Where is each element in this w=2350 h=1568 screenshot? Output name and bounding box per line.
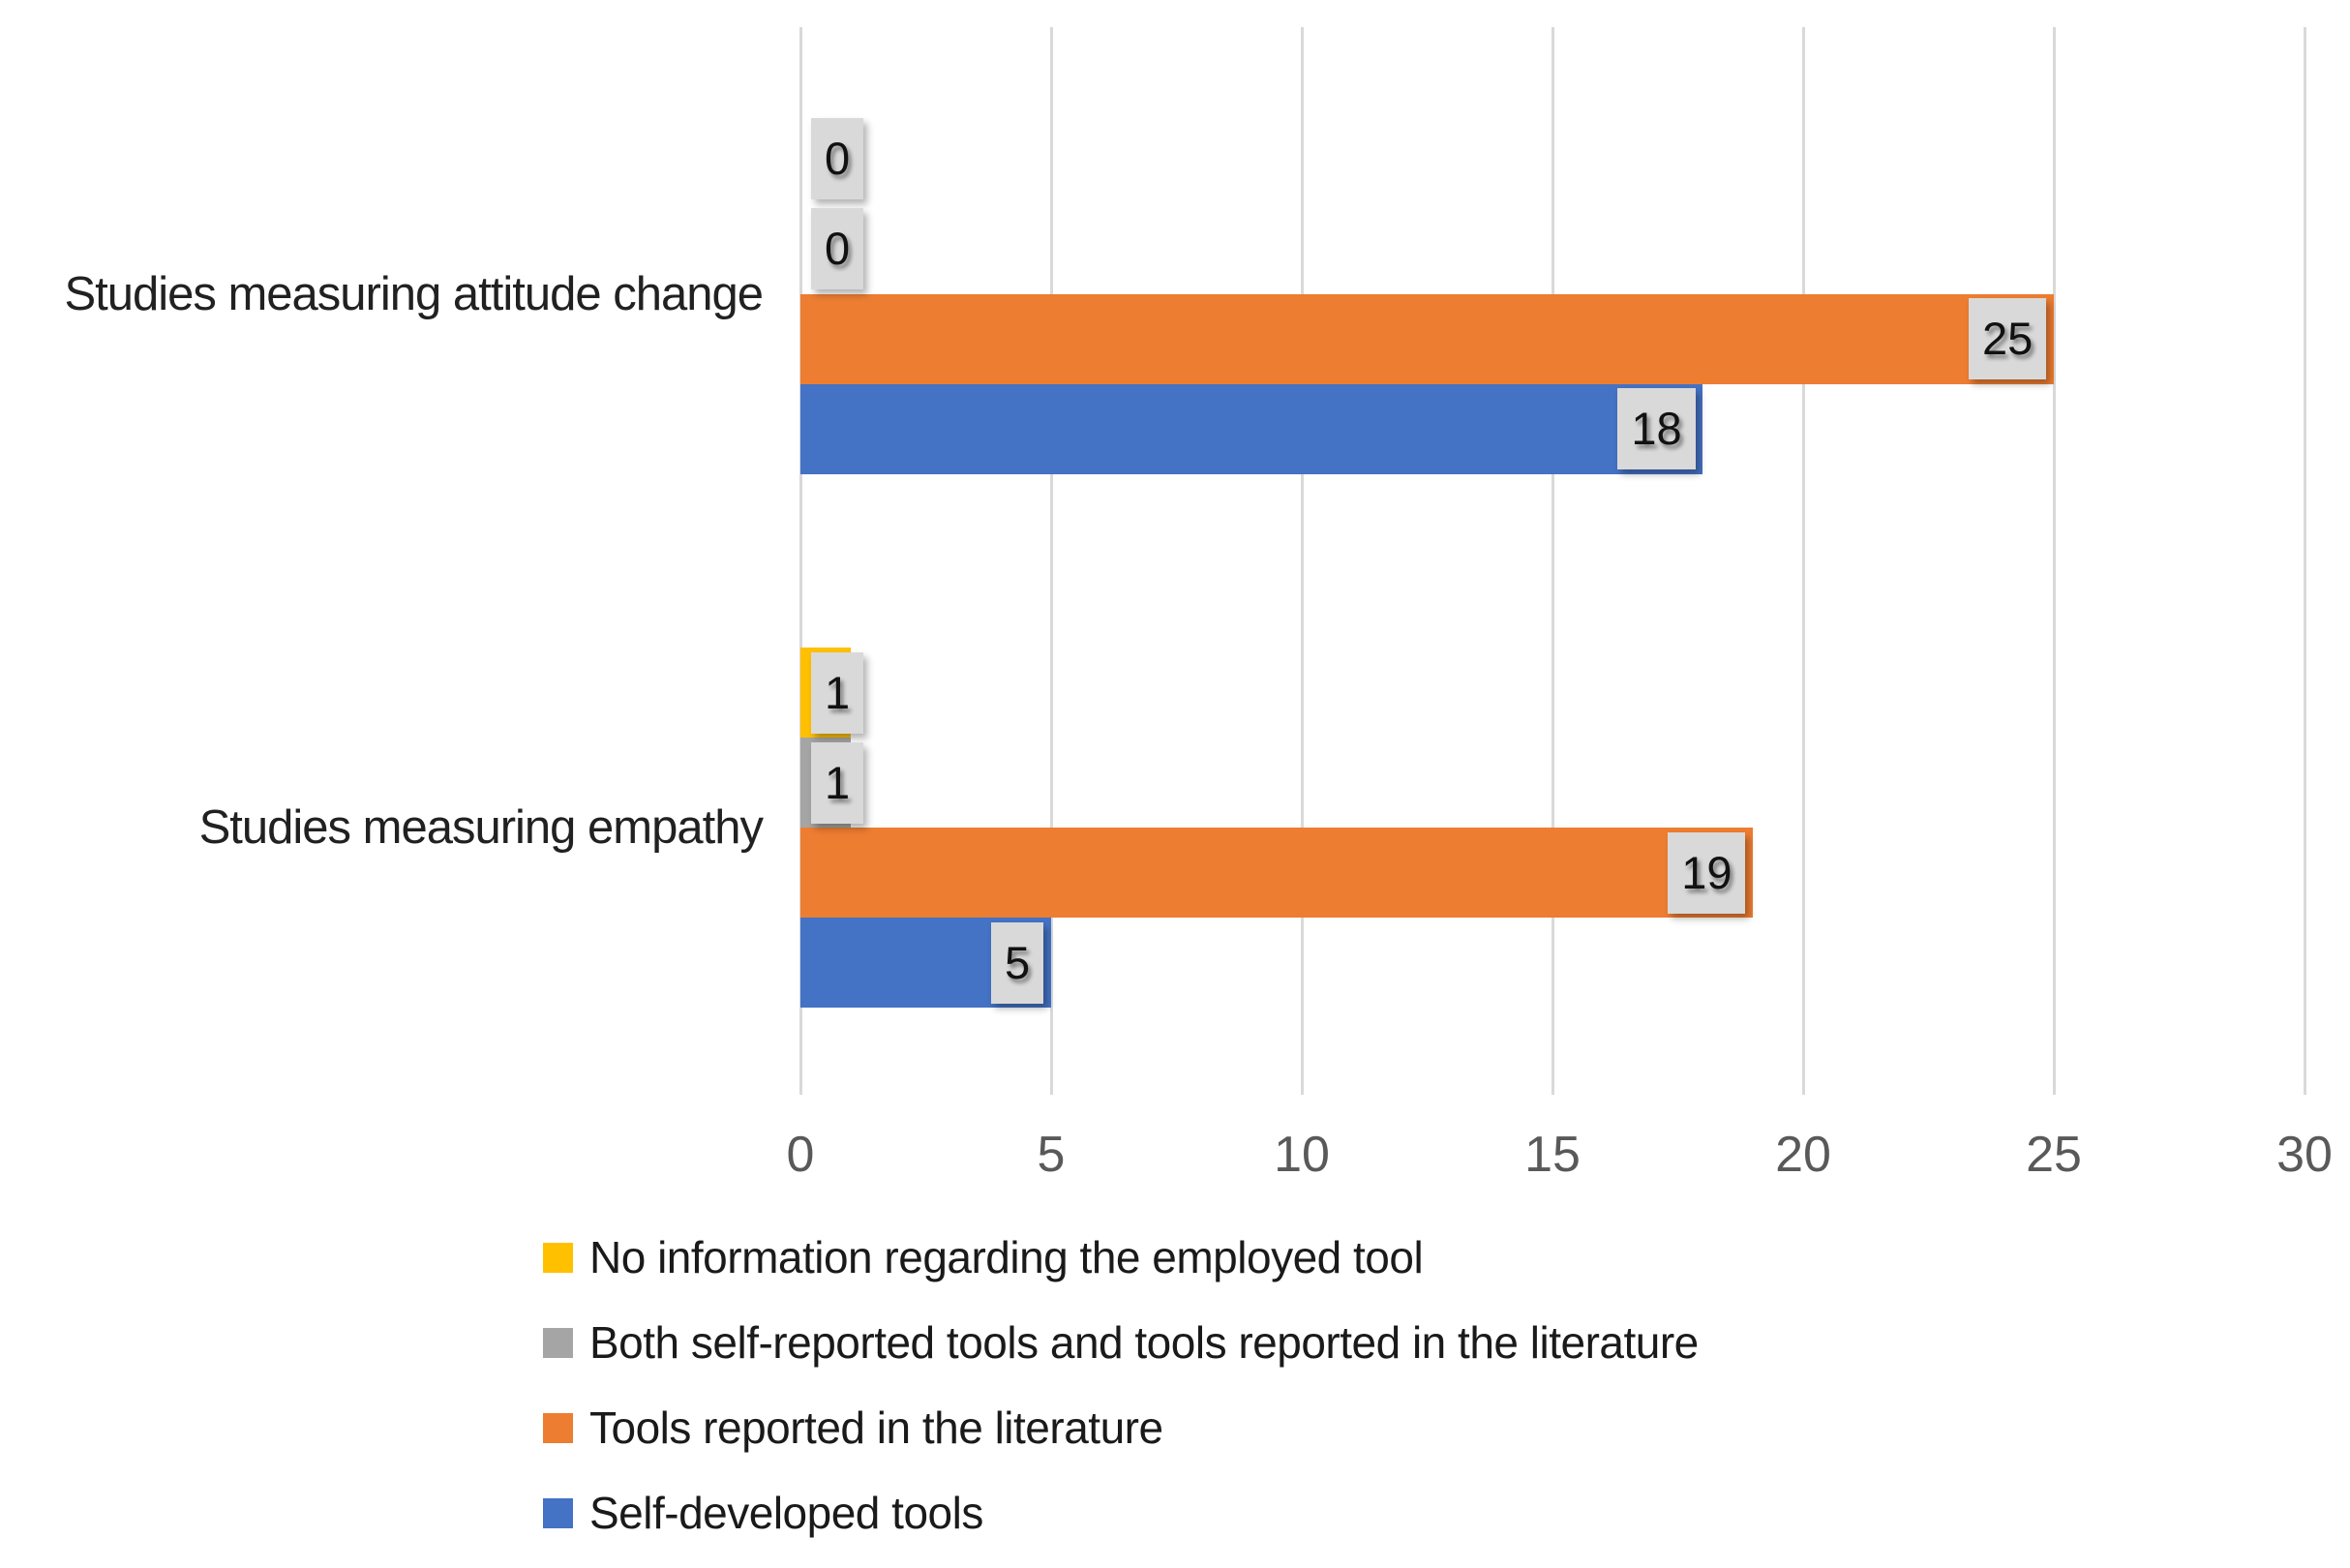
x-tick-label: 20 bbox=[1775, 1127, 1831, 1183]
legend-label: Both self-reported tools and tools repor… bbox=[589, 1317, 1699, 1368]
gridline bbox=[2303, 27, 2306, 1095]
category-label: Studies measuring attitude change bbox=[64, 267, 764, 320]
data-label: 1 bbox=[811, 741, 864, 824]
legend-label: No information regarding the employed to… bbox=[589, 1232, 1424, 1282]
x-tick-label: 25 bbox=[2026, 1127, 2082, 1183]
legend-swatch bbox=[543, 1242, 573, 1273]
gridline bbox=[798, 27, 802, 1095]
x-tick-label: 30 bbox=[2276, 1127, 2333, 1183]
bar bbox=[800, 293, 2054, 384]
data-label: 5 bbox=[991, 921, 1044, 1004]
data-label: 18 bbox=[1617, 388, 1696, 470]
bar bbox=[800, 383, 1703, 474]
data-label: 0 bbox=[811, 208, 864, 290]
data-label: 0 bbox=[811, 118, 864, 200]
legend-item: Both self-reported tools and tools repor… bbox=[543, 1314, 1699, 1371]
legend-item: Self-developed tools bbox=[543, 1485, 1699, 1541]
x-tick-label: 0 bbox=[786, 1127, 815, 1183]
gridline bbox=[1049, 27, 1053, 1095]
legend-label: Self-developed tools bbox=[589, 1488, 983, 1538]
legend-swatch bbox=[543, 1497, 573, 1528]
legend-swatch bbox=[543, 1327, 573, 1358]
gridline bbox=[1801, 27, 1805, 1095]
x-tick-label: 15 bbox=[1524, 1127, 1581, 1183]
data-label: 1 bbox=[811, 651, 864, 734]
gridline bbox=[1300, 27, 1304, 1095]
gridline bbox=[1551, 27, 1554, 1095]
legend: No information regarding the employed to… bbox=[543, 1229, 1699, 1568]
x-tick-label: 10 bbox=[1274, 1127, 1330, 1183]
legend-label: Tools reported in the literature bbox=[589, 1402, 1163, 1453]
data-label: 25 bbox=[1969, 298, 2047, 380]
legend-item: No information regarding the employed to… bbox=[543, 1229, 1699, 1285]
x-tick-label: 5 bbox=[1037, 1127, 1066, 1183]
bar bbox=[800, 828, 1754, 919]
data-label: 19 bbox=[1668, 831, 1746, 914]
category-label: Studies measuring empathy bbox=[198, 801, 764, 855]
gridline bbox=[2052, 27, 2056, 1095]
legend-swatch bbox=[543, 1412, 573, 1443]
legend-item: Tools reported in the literature bbox=[543, 1400, 1699, 1456]
